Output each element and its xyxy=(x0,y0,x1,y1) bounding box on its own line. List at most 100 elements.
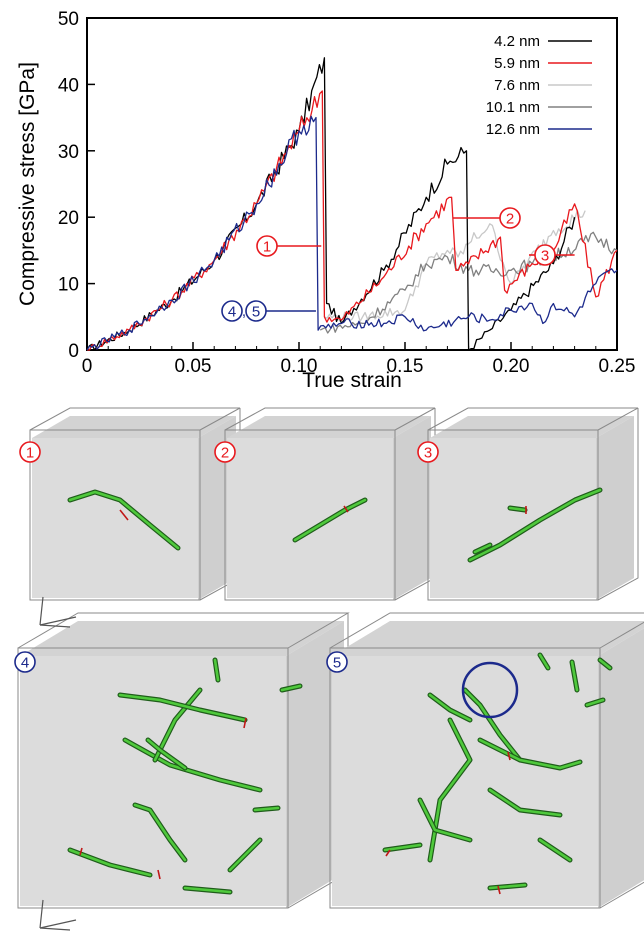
triad-z-arrow xyxy=(39,927,71,931)
y-tick-label: 30 xyxy=(58,142,79,163)
dislocation-line xyxy=(253,806,280,812)
series-line xyxy=(86,57,576,351)
box-top-edge xyxy=(224,407,436,431)
box-front-edge xyxy=(329,647,601,909)
dislocation-line xyxy=(473,543,492,554)
snapshot-marker-circle xyxy=(19,441,41,463)
triad-z-arrow xyxy=(39,624,71,628)
x-axis-title: True strain xyxy=(302,369,402,392)
box-side-edge xyxy=(599,881,644,909)
atom-region-side xyxy=(596,416,634,600)
burgers-vector-arrow xyxy=(119,509,129,521)
y-tick-label: 20 xyxy=(58,208,79,229)
x-tick-label: 0.20 xyxy=(493,356,530,377)
snapshot-marker-label: 5 xyxy=(333,655,341,672)
x-tick-label: 0.25 xyxy=(599,356,636,377)
triad-y-arrow xyxy=(39,596,44,626)
dislocation-line xyxy=(585,698,605,707)
snapshot-panels: 1 2 3 4 5 xyxy=(14,407,644,931)
x-tick-label: 0.10 xyxy=(281,356,318,377)
x-tick-label: 0.05 xyxy=(175,356,212,377)
burgers-vector-arrow xyxy=(497,885,501,895)
snapshot-marker-label: 4 xyxy=(21,655,29,672)
annotation-markers: 1 2 3 4, 5 xyxy=(221,207,575,322)
dislocation-line xyxy=(68,490,180,550)
dislocation-line xyxy=(153,688,202,762)
x-tick-label: 0.15 xyxy=(387,356,424,377)
atom-region xyxy=(227,438,393,598)
atom-region xyxy=(32,438,198,598)
marker-label: 1 xyxy=(263,239,271,256)
burgers-vector-arrow xyxy=(507,751,511,761)
plot-frame xyxy=(86,17,618,351)
axis-triad xyxy=(39,596,77,628)
atom-region xyxy=(20,656,286,906)
snapshot-panel: 2 xyxy=(214,407,436,601)
atom-region-top xyxy=(430,416,634,438)
legend-label: 5.9 nm xyxy=(494,55,540,72)
dislocation-line xyxy=(463,688,522,762)
box-front-edge xyxy=(427,429,599,601)
y-axis-title: Compressive stress [GPa] xyxy=(16,62,39,306)
box-top-edge xyxy=(427,407,639,431)
marker-label: 2 xyxy=(506,211,514,228)
dislocation-line xyxy=(68,848,152,877)
legend-label: 10.1 nm xyxy=(486,99,540,116)
dislocation-line xyxy=(538,653,550,670)
box-front-edge xyxy=(224,429,396,601)
dislocation-line xyxy=(133,803,187,862)
marker-label: 4 xyxy=(228,304,236,321)
stress-strain-chart: 0 0.05 0.10 0.15 0.20 0.25 0 10 20 30 40 50 4.2 nm 5… xyxy=(16,9,635,392)
dislocation-line xyxy=(478,738,582,770)
dislocation-line xyxy=(468,488,602,562)
snapshot-panel: 3 xyxy=(417,407,639,601)
legend-label: 7.6 nm xyxy=(494,77,540,94)
axis-triad xyxy=(39,899,77,931)
dislocation-line xyxy=(213,658,220,682)
legend: 4.2 nm 5.9 nm 7.6 nm 10.1 nm 12.6 nm xyxy=(486,33,592,138)
marker-label: 5 xyxy=(252,304,260,321)
dislocation-line xyxy=(418,798,472,842)
series-group xyxy=(86,57,618,351)
atom-region-top xyxy=(20,621,344,656)
dislocation-line xyxy=(570,660,579,692)
burgers-vector-arrow xyxy=(157,869,161,880)
box-front-edge xyxy=(29,429,201,601)
dislocation-line xyxy=(508,506,527,512)
dislocation-line xyxy=(123,738,262,792)
y-tick-label: 40 xyxy=(58,75,79,96)
series-line xyxy=(87,90,618,351)
burgers-vector-arrow xyxy=(343,505,349,513)
atom-region-top xyxy=(227,416,431,438)
dislocation-line xyxy=(488,883,527,890)
x-tick-label: 0 xyxy=(82,356,93,377)
series-line xyxy=(319,231,618,334)
atom-region-top xyxy=(332,621,644,656)
box-top-edge xyxy=(29,407,241,431)
snapshot-panel: 1 xyxy=(19,407,241,601)
snapshot-marker-circle xyxy=(14,651,36,673)
legend-label: 4.2 nm xyxy=(494,33,540,50)
burgers-vector-arrow xyxy=(385,849,391,857)
triad-y-arrow xyxy=(39,899,44,929)
box-top-edge xyxy=(17,612,350,649)
dislocation-line xyxy=(598,658,612,670)
highlight-circle xyxy=(461,661,519,719)
axis-ticks: 0 0.05 0.10 0.15 0.20 0.25 0 10 20 30 40 50 xyxy=(58,9,636,377)
snapshot-marker-circle xyxy=(417,441,439,463)
triad-x-arrow xyxy=(39,919,77,929)
snapshot-marker-circle xyxy=(326,651,348,673)
burgers-vector-arrow xyxy=(243,717,247,729)
dislocation-line xyxy=(146,738,187,770)
snapshot-marker-label: 2 xyxy=(221,445,229,462)
series-line xyxy=(86,115,618,351)
snapshot-marker-label: 1 xyxy=(26,445,34,462)
atom-region-side xyxy=(393,416,431,600)
marker-label: 3 xyxy=(541,248,549,265)
dislocation-line xyxy=(428,693,472,722)
box-side-edge xyxy=(597,408,639,601)
y-tick-label: 0 xyxy=(68,341,79,362)
box-front-edge xyxy=(17,647,289,909)
snapshot-marker-circle xyxy=(214,441,236,463)
